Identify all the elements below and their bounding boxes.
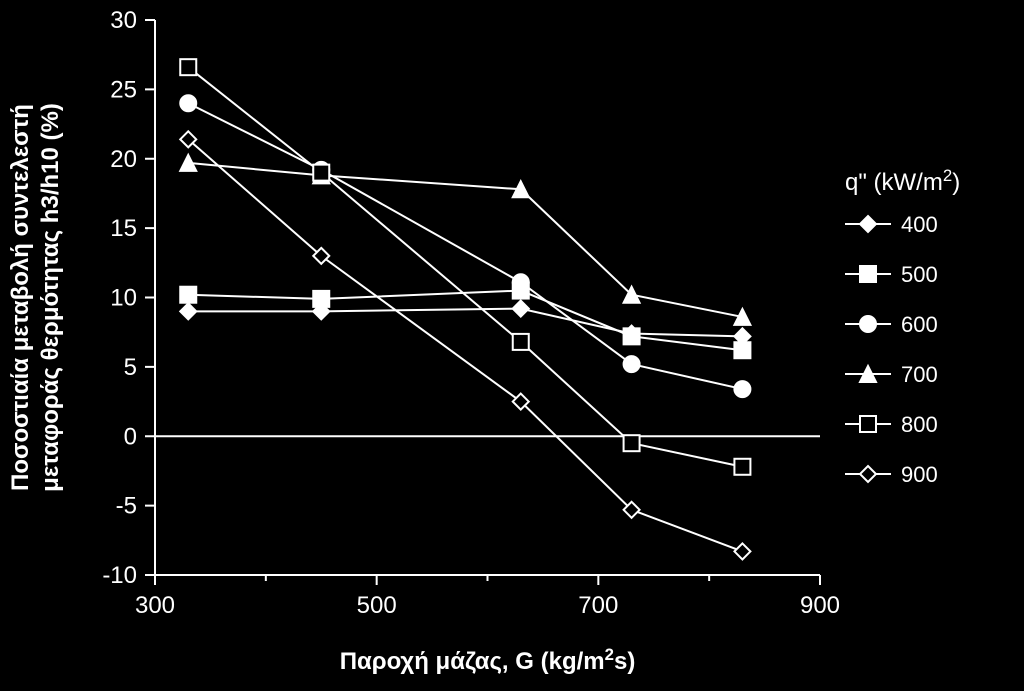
y-axis-label: μεταφοράς θερμότητας h3/h10 (%) — [37, 103, 64, 492]
x-axis-label: Παροχή μάζας, G (kg/m2s) — [340, 645, 636, 676]
y-tick-label: 10 — [110, 285, 137, 312]
x-tick-label: 500 — [357, 592, 397, 619]
y-tick-label: -10 — [102, 562, 137, 589]
y-tick-label: 0 — [124, 423, 137, 450]
y-tick-label: 20 — [110, 146, 137, 173]
x-tick-label: 300 — [135, 592, 175, 619]
y-tick-label: 5 — [124, 354, 137, 381]
legend-label: 500 — [901, 262, 938, 287]
x-tick-label: 700 — [578, 592, 618, 619]
chart-container: 300 500 700 900 -10 -5 0 5 10 15 20 25 30 Παροχή μάζα… — [0, 0, 1024, 691]
legend-label: 400 — [901, 212, 938, 237]
legend-label: 700 — [901, 362, 938, 387]
legend-label: 900 — [901, 462, 938, 487]
line-chart: 300 500 700 900 -10 -5 0 5 10 15 20 25 30 Παροχή μάζα… — [0, 0, 1024, 691]
y-axis-label: Ποσοστιαία μεταβολή συντελεστή — [7, 104, 34, 491]
y-tick-label: 30 — [110, 7, 137, 34]
x-tick-label: 900 — [800, 592, 840, 619]
legend-label: 600 — [901, 312, 938, 337]
legend-label: 800 — [901, 412, 938, 437]
y-tick-label: 25 — [110, 76, 137, 103]
y-tick-label: 15 — [110, 215, 137, 242]
y-tick-label: -5 — [116, 493, 137, 520]
